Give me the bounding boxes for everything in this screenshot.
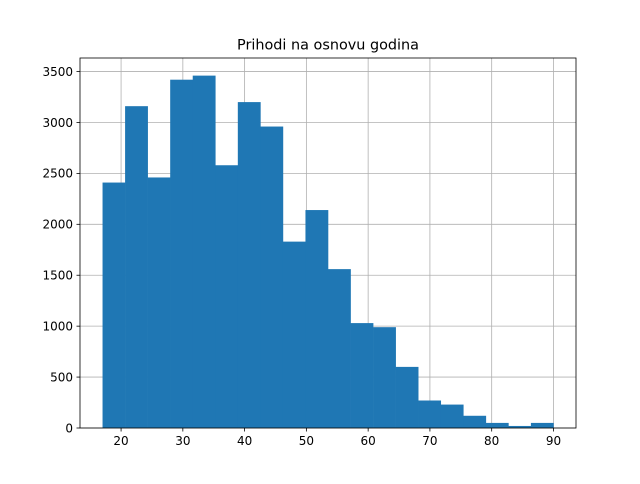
histogram-bar: [350, 323, 374, 428]
histogram-bar: [147, 177, 171, 428]
histogram-bar: [102, 182, 126, 428]
y-tick-label: 2500: [42, 167, 73, 181]
y-tick-label: 1000: [42, 319, 73, 333]
x-tick-label: 70: [422, 434, 437, 448]
histogram-bar: [395, 366, 419, 428]
y-tick-label: 2000: [42, 218, 73, 232]
y-tick-label: 0: [65, 421, 73, 435]
histogram-bar: [485, 422, 509, 428]
y-tick-label: 500: [50, 370, 73, 384]
y-axis: 0 500 1000 1500 2000 2500 3000 3500: [42, 65, 80, 435]
histogram-bar: [508, 425, 532, 428]
histogram-bar: [170, 79, 194, 429]
histogram-bar: [373, 327, 396, 428]
x-tick-label: 50: [299, 434, 314, 448]
x-tick-label: 60: [361, 434, 376, 448]
x-tick-label: 30: [175, 434, 190, 448]
x-tick-label: 20: [113, 434, 128, 448]
histogram-bar: [237, 102, 261, 428]
histogram-bar: [440, 404, 464, 428]
bars-layer: [102, 75, 554, 429]
y-tick-label: 3000: [42, 116, 73, 130]
histogram-bar: [418, 400, 442, 428]
y-tick-label: 3500: [42, 65, 73, 79]
histogram-bar: [328, 269, 351, 428]
histogram-bar: [125, 106, 148, 429]
x-tick-label: 80: [484, 434, 499, 448]
histogram-bar: [463, 415, 487, 428]
histogram-bar: [282, 241, 306, 428]
plot-frame: [79, 57, 577, 429]
histogram-bar: [192, 75, 216, 428]
chart-title: Prihodi na osnovu godina: [237, 38, 419, 54]
x-axis: 20 30 40 50 60 70 80 90: [113, 428, 561, 448]
histogram-bar: [260, 126, 284, 429]
x-tick-label: 40: [237, 434, 252, 448]
histogram-bar: [305, 210, 329, 428]
histogram-bar: [530, 422, 554, 428]
y-tick-label: 1500: [42, 269, 73, 283]
x-tick-label: 90: [546, 434, 561, 448]
histogram-bar: [215, 165, 239, 428]
